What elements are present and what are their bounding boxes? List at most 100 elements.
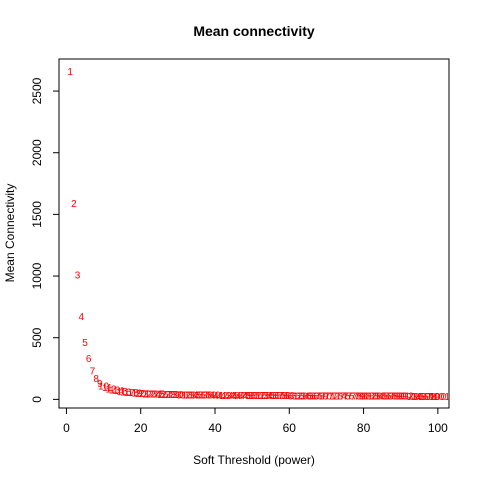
data-point-label: 62 <box>291 391 303 402</box>
data-point-label: 49 <box>243 391 255 402</box>
data-point-label: 81 <box>362 392 374 403</box>
data-point-label: 69 <box>317 391 329 402</box>
data-point-label: 42 <box>217 391 229 402</box>
data-point-label: 20 <box>135 389 147 400</box>
data-point-label: 29 <box>169 390 181 401</box>
data-point-label: 17 <box>124 388 136 399</box>
data-point-label: 38 <box>202 391 214 402</box>
data-point-label: 26 <box>157 390 169 401</box>
data-point-label: 52 <box>254 391 266 402</box>
data-point-label: 93 <box>406 392 418 403</box>
data-point-label: 75 <box>339 391 351 402</box>
data-point-label: 55 <box>265 391 277 402</box>
data-point-label: 91 <box>399 392 411 403</box>
data-point-label: 6 <box>86 354 92 365</box>
data-point-label: 79 <box>354 392 366 403</box>
y-tick-label: 0 <box>30 396 44 403</box>
data-point-label: 98 <box>425 392 437 403</box>
data-point-label: 77 <box>347 392 359 403</box>
x-tick-label: 80 <box>357 421 371 435</box>
data-point-label: 56 <box>269 391 281 402</box>
data-point-label: 36 <box>195 391 207 402</box>
data-point-label: 11 <box>102 383 113 394</box>
data-point-label: 84 <box>373 392 385 403</box>
data-point-label: 43 <box>221 391 233 402</box>
data-point-label: 1 <box>67 67 73 78</box>
data-point-label: 63 <box>295 391 307 402</box>
data-point-label: 66 <box>306 391 318 402</box>
data-point-label: 86 <box>380 392 392 403</box>
data-point-label: 9 <box>97 379 103 390</box>
data-point-label: 28 <box>165 390 177 401</box>
x-tick-label: 40 <box>208 421 222 435</box>
data-point-label: 58 <box>276 391 288 402</box>
data-point-label: 65 <box>302 391 314 402</box>
y-axis-label: Mean Connectivity <box>3 184 17 283</box>
data-point-label: 5 <box>82 338 88 349</box>
data-point-label: 24 <box>150 390 162 401</box>
data-point-label: 53 <box>258 391 270 402</box>
data-point-label: 73 <box>332 391 344 402</box>
y-tick-label: 2500 <box>30 77 44 104</box>
data-point-label: 100 <box>430 392 447 403</box>
data-point-label: 83 <box>369 392 381 403</box>
data-point-label: 88 <box>388 392 400 403</box>
data-point-label: 22 <box>143 389 155 400</box>
data-point-label: 89 <box>391 392 403 403</box>
data-point-label: 45 <box>228 391 240 402</box>
data-point-label: 23 <box>146 389 158 400</box>
data-point-label: 74 <box>336 391 348 402</box>
y-tick-label: 500 <box>30 327 44 347</box>
data-point-label: 39 <box>206 391 218 402</box>
data-point-label: 35 <box>191 391 203 402</box>
data-point-label: 76 <box>343 392 355 403</box>
data-point-label: 60 <box>284 391 296 402</box>
data-point-label: 85 <box>377 392 389 403</box>
data-point-label: 71 <box>325 391 337 402</box>
data-point-label: 46 <box>232 391 244 402</box>
data-point-label: 59 <box>280 391 292 402</box>
data-point-label: 12 <box>105 384 117 395</box>
data-point-label: 40 <box>209 391 221 402</box>
data-point-label: 13 <box>109 386 121 397</box>
data-point-label: 80 <box>358 392 370 403</box>
x-axis-label: Soft Threshold (power) <box>193 453 315 467</box>
data-point-label: 72 <box>328 391 340 402</box>
data-point-label: 82 <box>365 392 377 403</box>
chart-title: Mean connectivity <box>193 23 315 39</box>
y-axis: 0 500 1000 1500 2000 2500 <box>30 77 60 403</box>
data-point-label: 15 <box>117 387 129 398</box>
data-point-label: 31 <box>176 390 188 401</box>
data-point-label: 78 <box>351 392 363 403</box>
data-point-label: 18 <box>128 388 140 399</box>
x-tick-label: 0 <box>63 421 70 435</box>
data-point-label: 87 <box>384 392 396 403</box>
data-point-label: 68 <box>313 391 325 402</box>
data-point-label: 95 <box>414 392 426 403</box>
data-point-label: 57 <box>273 391 285 402</box>
data-point-label: 10 <box>98 381 110 392</box>
y-tick-label: 1000 <box>30 262 44 289</box>
x-tick-label: 60 <box>283 421 297 435</box>
data-point-label: 27 <box>161 390 173 401</box>
y-tick-label: 1500 <box>30 201 44 228</box>
data-point-label: 64 <box>299 391 311 402</box>
data-point-label: 47 <box>235 391 247 402</box>
data-point-label: 30 <box>172 390 184 401</box>
data-point-label: 96 <box>417 392 429 403</box>
data-point-label: 50 <box>247 391 259 402</box>
y-tick-label: 2000 <box>30 139 44 166</box>
data-points: 1234567891011121314151617181920212223242… <box>67 67 450 403</box>
data-point-label: 70 <box>321 391 333 402</box>
data-point-label: 4 <box>79 312 85 323</box>
data-point-label: 32 <box>180 390 192 401</box>
x-tick-label: 20 <box>134 421 148 435</box>
data-point-label: 19 <box>131 389 143 400</box>
data-point-label: 37 <box>198 391 210 402</box>
data-point-label: 101 <box>433 392 450 403</box>
x-tick-label: 100 <box>428 421 448 435</box>
data-point-label: 21 <box>139 389 151 400</box>
data-point-label: 54 <box>261 391 273 402</box>
data-point-label: 92 <box>403 392 415 403</box>
